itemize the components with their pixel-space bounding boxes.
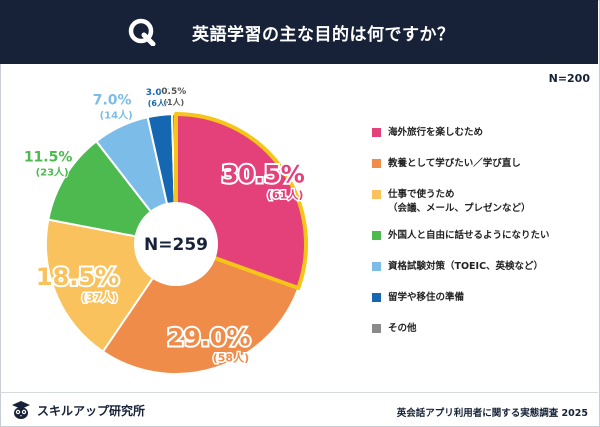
data-label-count-7: (1人) <box>163 97 184 107</box>
pie-slice-2 <box>101 242 300 375</box>
brand-name: スキルアップ研究所 <box>37 403 146 418</box>
brand: スキルアップ研究所 <box>10 400 145 420</box>
legend-text: 外国人と自由に話せるようになりたい <box>388 229 550 243</box>
legend-item-7: その他 <box>372 322 592 336</box>
legend-item-5: 資格試験対策（TOEIC、英検など） <box>372 260 592 274</box>
legend-item-6: 留学や移住の準備 <box>372 291 592 305</box>
legend-label: 留学や移住の準備 <box>388 292 465 303</box>
legend-swatch <box>372 324 381 333</box>
data-label-count-4: (23人) <box>36 166 69 179</box>
legend-text: 留学や移住の準備 <box>388 291 464 305</box>
data-label-count-1: (61人) <box>267 188 303 202</box>
question-title: 英語学習の主な目的は何ですか？ <box>192 25 455 45</box>
legend-item-4: 外国人と自由に話せるようになりたい <box>372 229 592 243</box>
legend-swatch <box>372 159 381 168</box>
data-label-percent-2: 29.0% <box>167 323 250 351</box>
source-note: 英会話アプリ利用者に関する実態調査 2025 <box>396 408 588 419</box>
legend-swatch <box>372 231 381 240</box>
data-label-percent-7: 0.5% <box>161 87 186 97</box>
legend-swatch <box>372 262 381 271</box>
data-label-percent-6: 3.0% <box>146 88 171 98</box>
legend-text: 教養として学びたい／学び直し <box>388 157 521 171</box>
header-bar: 英語学習の主な目的は何ですか？ <box>0 0 598 64</box>
legend-text: その他 <box>388 322 417 336</box>
legend-text: 資格試験対策（TOEIC、英検など） <box>388 260 543 274</box>
data-label-percent-4: 11.5% <box>24 150 73 166</box>
data-label-count-2: (58人) <box>213 350 249 364</box>
center-disc <box>134 202 218 286</box>
sample-size-note: N=200 <box>548 72 590 85</box>
data-label-count-3: (37人) <box>81 290 117 304</box>
highlight-outline <box>174 112 308 291</box>
legend-label: 海外旅行を楽しむため <box>388 127 484 138</box>
q-icon <box>128 18 156 46</box>
legend-text: 仕事で使うため （会議、メール、プレゼンなど） <box>388 188 531 216</box>
legend-sublabel: （会議、メール、プレゼンなど） <box>388 203 531 214</box>
legend-item-3: 仕事で使うため （会議、メール、プレゼンなど） <box>372 188 592 216</box>
legend-label: 教養として学びたい／学び直し <box>388 158 521 169</box>
legend-label: 資格試験対策（TOEIC、英検など） <box>388 261 544 272</box>
legend-item-1: 海外旅行を楽しむため <box>372 126 592 140</box>
legend-label: その他 <box>388 323 417 334</box>
legend-label: 外国人と自由に話せるようになりたい <box>388 230 550 241</box>
legend-swatch <box>372 190 381 199</box>
pie-chart: N=259 30.5%(61人) 29.0%(58人) 18.5%(37人) 11.5%… <box>22 86 308 375</box>
legend-label: 仕事で使うため <box>388 189 455 200</box>
data-label-percent-5: 7.0% <box>93 92 132 108</box>
data-label-percent-1: 30.5% <box>222 161 305 189</box>
legend-swatch <box>372 293 381 302</box>
data-label-percent-3: 18.5% <box>36 263 119 291</box>
center-label: N=259 <box>144 235 208 255</box>
data-label-count-6: (6人) <box>148 98 169 108</box>
footer-divider <box>0 392 598 393</box>
owl-logo-icon <box>12 401 30 419</box>
data-label-count-5: (14人) <box>100 108 133 121</box>
legend-item-2: 教養として学びたい／学び直し <box>372 157 592 171</box>
legend-text: 海外旅行を楽しむため <box>388 126 483 140</box>
legend: 海外旅行を楽しむため教養として学びたい／学び直し 仕事で使うため （会議、メール、プ… <box>372 126 592 353</box>
legend-swatch <box>372 128 381 137</box>
